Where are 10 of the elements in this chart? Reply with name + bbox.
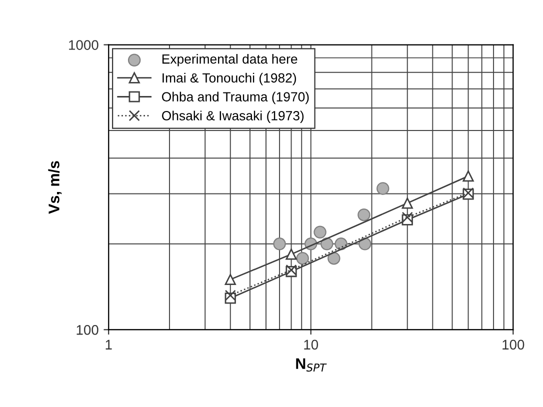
legend-label: Experimental data here [162,54,298,66]
legend-label: Imai & Tonouchi (1982) [162,72,296,86]
x-tick-label: 1 [106,340,112,350]
legend-label: Ohsaki & Iwasaki (1973) [162,110,304,123]
legend-label: Ohba and Trauma (1970) [162,92,309,104]
y-axis-title: Vs, m/s [48,161,62,214]
x-axis-title: N$_{SPT}$ [296,358,327,372]
x-tick-label: 10 [304,340,318,350]
y-tick-label: 1000 [69,40,98,50]
x-tick-label: 100 [502,340,524,350]
